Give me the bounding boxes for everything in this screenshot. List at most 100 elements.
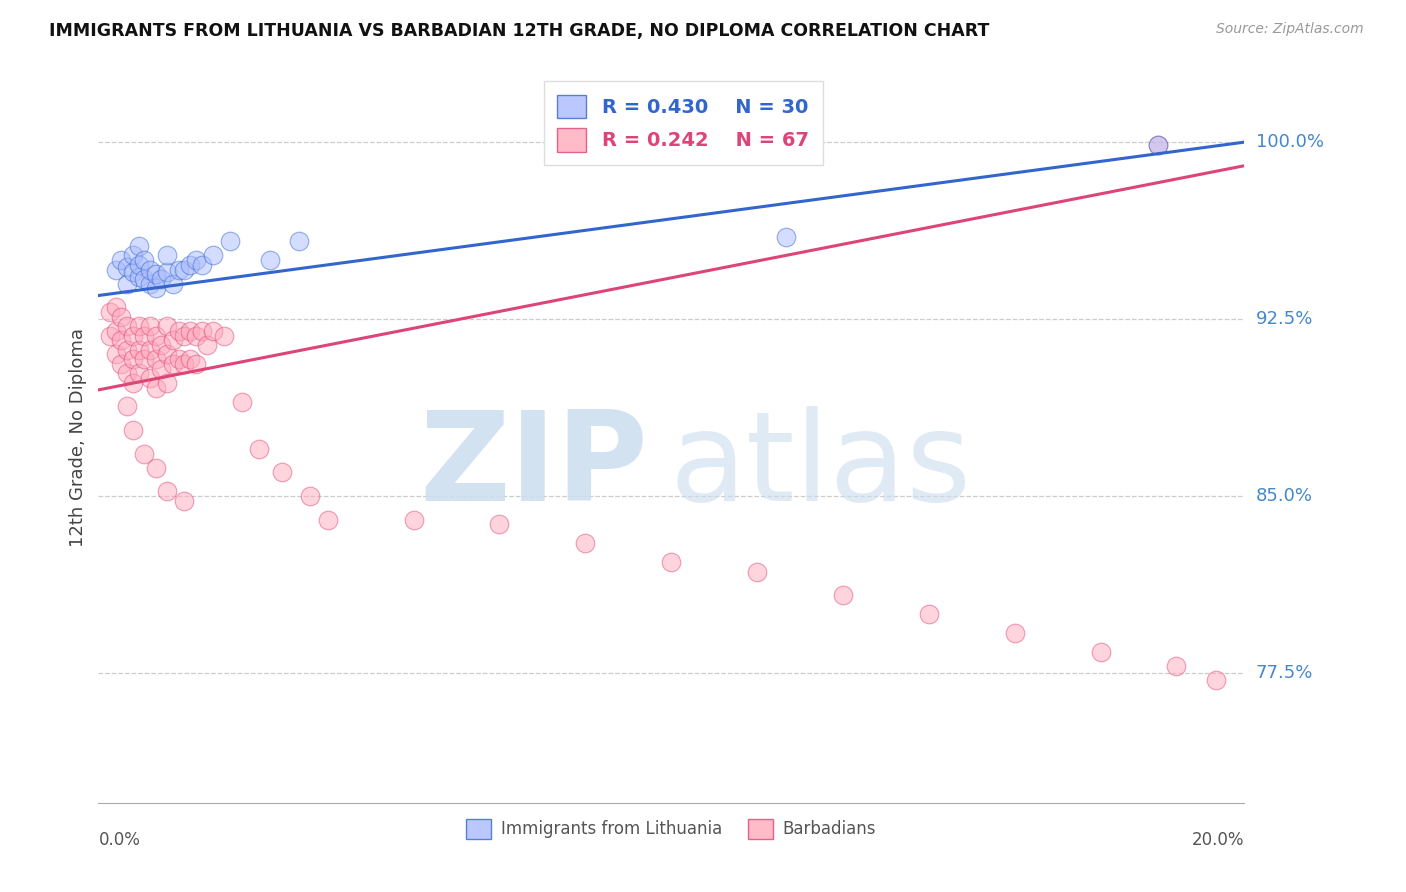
Point xyxy=(115,277,138,291)
Point xyxy=(115,400,138,414)
Point xyxy=(145,460,167,475)
Point xyxy=(115,260,138,275)
Point xyxy=(288,234,311,248)
Point xyxy=(179,258,201,272)
Point xyxy=(184,357,207,371)
Point xyxy=(115,343,138,357)
Point xyxy=(128,239,150,253)
Point xyxy=(156,484,179,499)
Point xyxy=(202,324,225,338)
Point xyxy=(1147,137,1170,152)
Point xyxy=(139,262,162,277)
Text: 20.0%: 20.0% xyxy=(1192,831,1244,849)
Point xyxy=(190,324,212,338)
Point xyxy=(918,607,941,621)
Point xyxy=(121,352,143,367)
Legend: Immigrants from Lithuania, Barbadians: Immigrants from Lithuania, Barbadians xyxy=(460,812,883,846)
Point xyxy=(128,258,150,272)
Point xyxy=(832,588,855,602)
Point xyxy=(128,269,150,284)
Point xyxy=(1004,626,1026,640)
Point xyxy=(139,371,162,385)
Point xyxy=(134,253,156,268)
Point xyxy=(173,357,195,371)
Point xyxy=(156,248,179,262)
Point xyxy=(190,258,212,272)
Text: 0.0%: 0.0% xyxy=(98,831,141,849)
Point xyxy=(145,328,167,343)
Point xyxy=(156,265,179,279)
Point xyxy=(110,334,132,348)
Point xyxy=(162,277,184,291)
Point xyxy=(145,267,167,281)
Point xyxy=(128,343,150,357)
Point xyxy=(128,367,150,381)
Point xyxy=(1090,645,1112,659)
Point xyxy=(661,555,683,569)
Point xyxy=(167,262,190,277)
Text: 92.5%: 92.5% xyxy=(1256,310,1313,328)
Text: IMMIGRANTS FROM LITHUANIA VS BARBADIAN 12TH GRADE, NO DIPLOMA CORRELATION CHART: IMMIGRANTS FROM LITHUANIA VS BARBADIAN 1… xyxy=(49,22,990,40)
Point xyxy=(402,513,425,527)
Point xyxy=(156,319,179,334)
Point xyxy=(1164,659,1187,673)
Point xyxy=(145,380,167,394)
Point xyxy=(299,489,322,503)
Point xyxy=(150,272,173,286)
Point xyxy=(259,253,281,268)
Point xyxy=(121,248,143,262)
Point xyxy=(134,352,156,367)
Point xyxy=(1147,137,1170,152)
Point xyxy=(134,272,156,286)
Point xyxy=(104,347,127,361)
Point xyxy=(139,319,162,334)
Point xyxy=(167,352,190,367)
Text: 77.5%: 77.5% xyxy=(1256,664,1313,682)
Point xyxy=(104,262,127,277)
Point xyxy=(167,324,190,338)
Point xyxy=(162,334,184,348)
Point xyxy=(134,328,156,343)
Point xyxy=(134,447,156,461)
Point xyxy=(115,319,138,334)
Point xyxy=(104,324,127,338)
Point xyxy=(121,328,143,343)
Y-axis label: 12th Grade, No Diploma: 12th Grade, No Diploma xyxy=(69,327,87,547)
Point xyxy=(316,513,339,527)
Point xyxy=(150,361,173,376)
Point xyxy=(104,301,127,315)
Point xyxy=(184,328,207,343)
Point xyxy=(110,310,132,324)
Point xyxy=(121,265,143,279)
Point xyxy=(270,466,292,480)
Point xyxy=(747,565,769,579)
Point xyxy=(121,376,143,390)
Point xyxy=(139,277,162,291)
Point xyxy=(184,253,207,268)
Point xyxy=(162,357,184,371)
Text: ZIP: ZIP xyxy=(419,406,648,527)
Point xyxy=(488,517,510,532)
Point xyxy=(231,394,253,409)
Point xyxy=(195,338,218,352)
Point xyxy=(179,324,201,338)
Point xyxy=(214,328,236,343)
Point xyxy=(202,248,225,262)
Point xyxy=(110,357,132,371)
Point xyxy=(156,347,179,361)
Point xyxy=(574,536,596,550)
Point xyxy=(173,262,195,277)
Point xyxy=(110,253,132,268)
Text: 85.0%: 85.0% xyxy=(1256,487,1313,505)
Point xyxy=(173,493,195,508)
Text: atlas: atlas xyxy=(669,406,972,527)
Point xyxy=(145,281,167,295)
Point xyxy=(98,305,121,319)
Point xyxy=(219,234,242,248)
Point xyxy=(98,328,121,343)
Point xyxy=(115,367,138,381)
Point xyxy=(173,328,195,343)
Point xyxy=(179,352,201,367)
Point xyxy=(775,229,797,244)
Point xyxy=(156,376,179,390)
